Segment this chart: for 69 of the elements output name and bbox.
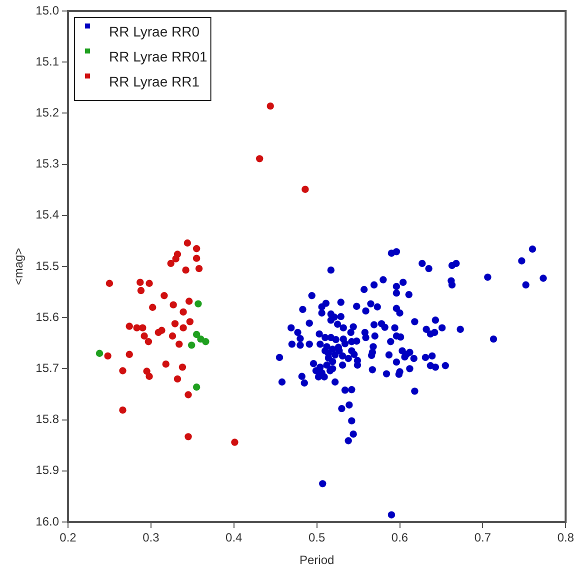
x-tick-label: 0.5 xyxy=(308,530,326,545)
point xyxy=(162,360,170,368)
point xyxy=(144,338,152,346)
point xyxy=(146,372,153,380)
x-tick-label: 0.7 xyxy=(474,530,492,545)
y-tick-label: 15.5 xyxy=(36,258,60,273)
x-tick-label: 0.3 xyxy=(142,530,160,545)
point xyxy=(119,367,126,374)
point xyxy=(126,322,133,330)
point xyxy=(168,332,176,340)
point xyxy=(182,266,190,274)
y-tick-label: 15.8 xyxy=(36,412,60,426)
x-tick-label: 0.4 xyxy=(226,530,243,545)
point xyxy=(146,280,153,287)
y-tick-label: 15.4 xyxy=(36,208,60,222)
point xyxy=(231,438,238,446)
point xyxy=(256,155,264,162)
point xyxy=(302,186,309,193)
point xyxy=(202,338,210,346)
point xyxy=(184,239,192,247)
y-tick-label: 15.1 xyxy=(36,54,60,68)
y-tick-label: 15.7 xyxy=(36,361,60,376)
point xyxy=(139,324,146,332)
point xyxy=(184,391,192,398)
point xyxy=(140,332,148,340)
point xyxy=(171,320,179,328)
point xyxy=(136,278,144,286)
y-tick-label: 15.6 xyxy=(36,310,60,324)
point xyxy=(186,318,194,326)
point xyxy=(158,326,166,334)
point xyxy=(104,352,112,360)
point xyxy=(192,245,200,252)
legend-label: RR Lyrae RR1 xyxy=(109,73,200,90)
point xyxy=(126,350,133,358)
point xyxy=(170,301,177,308)
y-tick-label: 16.0 xyxy=(36,514,60,528)
point xyxy=(180,308,187,316)
point xyxy=(167,260,174,268)
point xyxy=(137,286,145,294)
point xyxy=(192,383,200,391)
point xyxy=(172,255,180,262)
point xyxy=(266,102,274,110)
point xyxy=(174,375,182,383)
legend-label: RR Lyrae RR01 xyxy=(109,48,208,64)
x-axis-title: Period xyxy=(299,553,334,568)
point xyxy=(185,298,193,305)
y-tick-label: 15.9 xyxy=(36,463,60,478)
legend-label: RR Lyrae RR0 xyxy=(109,23,200,40)
point xyxy=(178,364,186,371)
x-tick-label: 0.8 xyxy=(557,530,574,545)
y-axis-title: <mag> xyxy=(12,248,26,286)
x-tick-label: 0.6 xyxy=(391,530,408,545)
point xyxy=(176,340,183,348)
point xyxy=(96,350,104,357)
point xyxy=(149,304,156,311)
point xyxy=(192,254,200,262)
y-tick-label: 15.0 xyxy=(36,3,60,18)
point xyxy=(160,292,168,300)
point xyxy=(194,300,202,308)
y-tick-label: 15.3 xyxy=(36,156,60,171)
y-tick-label: 15.2 xyxy=(36,106,60,120)
point xyxy=(106,280,114,287)
x-tick-label: 0.2 xyxy=(60,530,77,545)
point xyxy=(184,433,192,440)
point xyxy=(192,330,200,338)
point xyxy=(188,342,196,349)
point xyxy=(180,324,187,332)
point xyxy=(195,264,203,272)
point xyxy=(119,406,126,414)
